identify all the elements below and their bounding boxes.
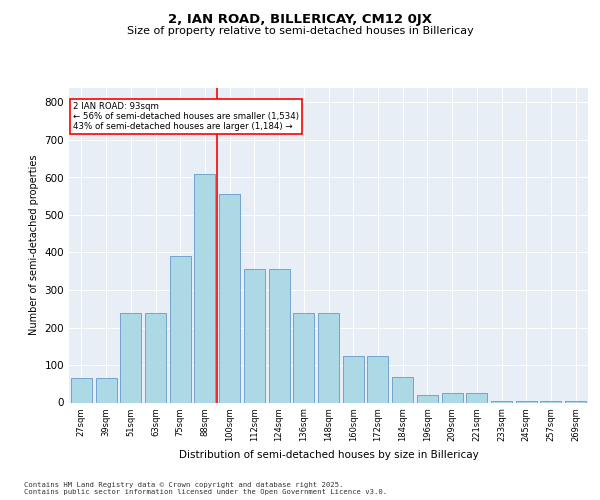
Bar — [565, 400, 586, 402]
Bar — [367, 356, 388, 403]
Bar — [145, 312, 166, 402]
Bar — [95, 378, 116, 402]
Bar — [516, 400, 537, 402]
Bar — [466, 393, 487, 402]
Text: 2, IAN ROAD, BILLERICAY, CM12 0JX: 2, IAN ROAD, BILLERICAY, CM12 0JX — [168, 12, 432, 26]
Bar — [120, 312, 141, 402]
Bar — [541, 400, 562, 402]
Text: Size of property relative to semi-detached houses in Billericay: Size of property relative to semi-detach… — [127, 26, 473, 36]
Bar — [71, 378, 92, 402]
Bar — [269, 270, 290, 402]
Bar — [219, 194, 240, 402]
Text: 2 IAN ROAD: 93sqm
← 56% of semi-detached houses are smaller (1,534)
43% of semi-: 2 IAN ROAD: 93sqm ← 56% of semi-detached… — [73, 102, 299, 132]
Bar — [170, 256, 191, 402]
Bar — [417, 395, 438, 402]
Bar — [318, 312, 339, 402]
Bar — [491, 400, 512, 402]
Bar — [343, 356, 364, 403]
Bar — [194, 174, 215, 402]
X-axis label: Distribution of semi-detached houses by size in Billericay: Distribution of semi-detached houses by … — [179, 450, 478, 460]
Bar — [392, 377, 413, 402]
Bar — [293, 312, 314, 402]
Bar — [442, 393, 463, 402]
Y-axis label: Number of semi-detached properties: Number of semi-detached properties — [29, 155, 39, 335]
Text: Contains HM Land Registry data © Crown copyright and database right 2025.
Contai: Contains HM Land Registry data © Crown c… — [24, 482, 387, 495]
Bar — [244, 270, 265, 402]
